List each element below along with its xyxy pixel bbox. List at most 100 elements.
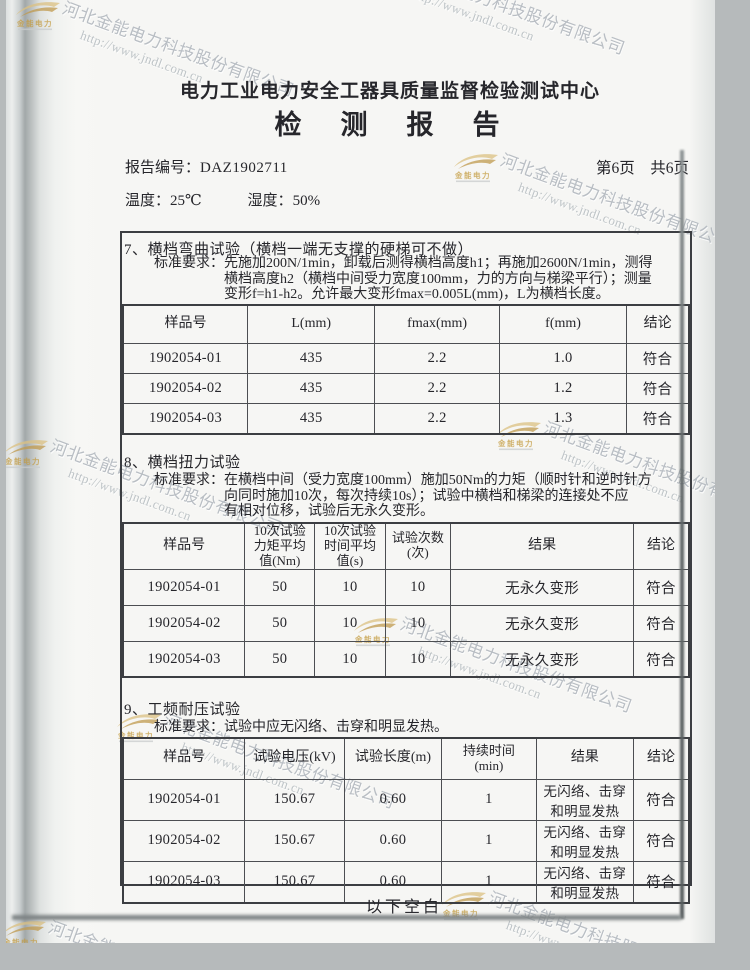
table-cell: 50 [244, 568, 316, 606]
page-indicator: 第6页 共6页 [595, 160, 689, 177]
temperature-label: 温度： [125, 193, 171, 209]
table-cell: 2.2 [374, 342, 500, 374]
table-cell: 435 [247, 403, 376, 435]
table-header-cell: 样品号 [122, 737, 246, 780]
table-cell: 1902054-02 [122, 604, 246, 642]
table-cell: 无闪络、击穿 和明显发热 [535, 819, 635, 862]
table-header-cell: 结论 [626, 304, 690, 344]
results-table: 样品号 10次试验 力矩平均 值(Nm) 10次试验 时间平均 值(s) 试验次数 (… [122, 522, 690, 679]
requirement-text: 试验中应无闪络、击穿和明显发热。 [224, 720, 448, 735]
section-heading: 9、工频耐压试验 [124, 702, 241, 718]
table-cell: 1 [441, 860, 537, 903]
table-row: 1902054-02 50 10 10 无永久变形 符合 [122, 604, 690, 642]
requirement-label: 标准要求： [154, 720, 224, 735]
table-cell: 1902054-03 [122, 860, 246, 903]
table-cell: 150.67 [244, 860, 345, 903]
table-cell: 1 [441, 778, 537, 821]
logo-text: 金能电力 [6, 937, 39, 943]
table-header-row: 样品号 L(mm) fmax(mm) f(mm) 结论 [122, 304, 690, 344]
table-header-cell: 10次试验 时间平均 值(s) [314, 522, 386, 570]
table-cell: 无永久变形 [450, 568, 634, 606]
table-cell: 10 [314, 568, 386, 606]
company-logo-icon: 金能电力 [6, 440, 48, 469]
table-cell: 无永久变形 [450, 640, 634, 678]
section-requirement: 标准要求： 试验中应无闪络、击穿和明显发热。 [154, 720, 448, 736]
table-cell: 无永久变形 [450, 604, 634, 642]
section-requirement: 标准要求： 在横档中间（受力宽度100mm）施加50Nm的力矩（顺时针和逆时针方 … [154, 473, 652, 520]
table-cell: 1902054-03 [122, 640, 246, 678]
table-cell: 2.2 [374, 403, 500, 435]
requirement-label: 标准要求： [154, 256, 224, 271]
table-row: 1902054-01 435 2.2 1.0 符合 [122, 342, 690, 374]
table-header-cell: L(mm) [247, 304, 376, 344]
results-table: 样品号 试验电压(kV) 试验长度(m) 持续时间 (min) 结果 结论 1902054-… [122, 737, 690, 904]
report-title: 检 测 报 告 [274, 110, 506, 140]
table-cell: 1.3 [498, 403, 628, 435]
table-header-cell: 试验次数 (次) [384, 522, 452, 570]
table-cell: 0.60 [343, 819, 443, 862]
table-cell: 1902054-01 [122, 778, 246, 821]
test-sections-box: 7、横档弯曲试验（横档一端无支撑的硬梯可不做） 标准要求： 先施加200N/1min… [120, 231, 692, 904]
testing-center-name: 电力工业电力安全工器具质量监督检验测试中心 [179, 81, 600, 102]
table-header-cell: 试验长度(m) [343, 737, 443, 780]
table-cell: 1902054-01 [122, 342, 249, 374]
table-header-cell: 样品号 [122, 304, 249, 344]
table-cell: 10 [384, 640, 452, 678]
report-no-label: 报告编号： [125, 160, 201, 176]
humidity-label: 湿度： [247, 193, 293, 209]
table-cell: 2.2 [374, 372, 500, 405]
logo-text: 金能电力 [497, 438, 534, 448]
table-header-cell: 样品号 [122, 522, 246, 570]
table-cell: 150.67 [244, 819, 345, 862]
environment-row: 温度：25℃ 湿度：50% [125, 189, 320, 210]
page-fold-shadow [6, 0, 116, 943]
table-header-row: 样品号 试验电压(kV) 试验长度(m) 持续时间 (min) 结果 结论 [122, 737, 690, 780]
requirement-label: 标准要求： [154, 473, 224, 488]
table-header-cell: fmax(mm) [374, 304, 500, 344]
page-right-shade [689, 0, 715, 943]
table-row: 1902054-01 50 10 10 无永久变形 符合 [122, 568, 690, 606]
table-row: 1902054-02 435 2.2 1.2 符合 [122, 372, 690, 405]
blank-below-note: 以下空白 [365, 899, 442, 916]
table-header-cell: 10次试验 力矩平均 值(Nm) [244, 522, 316, 570]
table-row: 1902054-03 50 10 10 无永久变形 符合 [122, 640, 690, 678]
table-cell: 10 [314, 604, 386, 642]
table-row: 1902054-01 150.67 0.60 1 无闪络、击穿 和明显发热 符合 [122, 778, 690, 821]
table-cell: 1.2 [498, 372, 628, 405]
table-cell: 0.60 [343, 860, 443, 903]
table-cell: 1 [441, 819, 537, 862]
table-header-cell: 试验电压(kV) [244, 737, 345, 780]
page-right-edge [680, 150, 684, 919]
table-cell: 无闪络、击穿 和明显发热 [535, 778, 635, 821]
humidity-value: 50% [292, 193, 321, 209]
table-cell: 50 [244, 604, 316, 642]
company-logo-icon: 金能电力 [454, 154, 498, 183]
table-row: 1902054-03 150.67 0.60 1 无闪络、击穿 和明显发热 符合 [122, 860, 690, 903]
table-row: 1902054-02 150.67 0.60 1 无闪络、击穿 和明显发热 符合 [122, 819, 690, 862]
requirement-text: 在横档中间（受力宽度100mm）施加50Nm的力矩（顺时针和逆时针方 向同时施加… [224, 473, 652, 519]
table-cell: 无闪络、击穿 和明显发热 [535, 860, 635, 903]
table-header-cell: 结果 [450, 522, 634, 570]
table-cell: 10 [384, 568, 452, 606]
logo-text: 金能电力 [117, 730, 154, 740]
section-requirement: 标准要求： 先施加200N/1min，卸载后测得横档高度h1；再施加2600N/1… [154, 256, 653, 303]
document-page: 金能电力 河北金能电力科技股份有限公司 http://www.jndl.com.cn… [6, 0, 715, 943]
table-header-cell: 结果 [535, 737, 635, 780]
table-cell: 150.67 [244, 778, 345, 821]
section-heading: 7、横档弯曲试验（横档一端无支撑的硬梯可不做） [124, 242, 474, 258]
company-logo-icon: 金能电力 [16, 2, 60, 31]
table-header-cell: f(mm) [498, 304, 628, 344]
table-header-row: 样品号 10次试验 力矩平均 值(Nm) 10次试验 时间平均 值(s) 试验次数 (… [122, 522, 690, 570]
logo-text: 金能电力 [6, 456, 41, 466]
temperature-value: 25℃ [170, 193, 202, 209]
table-cell: 1902054-02 [122, 372, 249, 405]
table-cell: 50 [244, 640, 316, 678]
table-cell: 435 [247, 372, 376, 405]
table-header-cell: 持续时间 (min) [441, 737, 537, 780]
page-bottom-edge [12, 915, 681, 920]
logo-text: 金能电力 [16, 18, 53, 28]
table-cell: 1902054-02 [122, 819, 246, 862]
table-row: 1902054-03 435 2.2 1.3 符合 [122, 403, 690, 435]
logo-text: 金能电力 [454, 170, 491, 180]
